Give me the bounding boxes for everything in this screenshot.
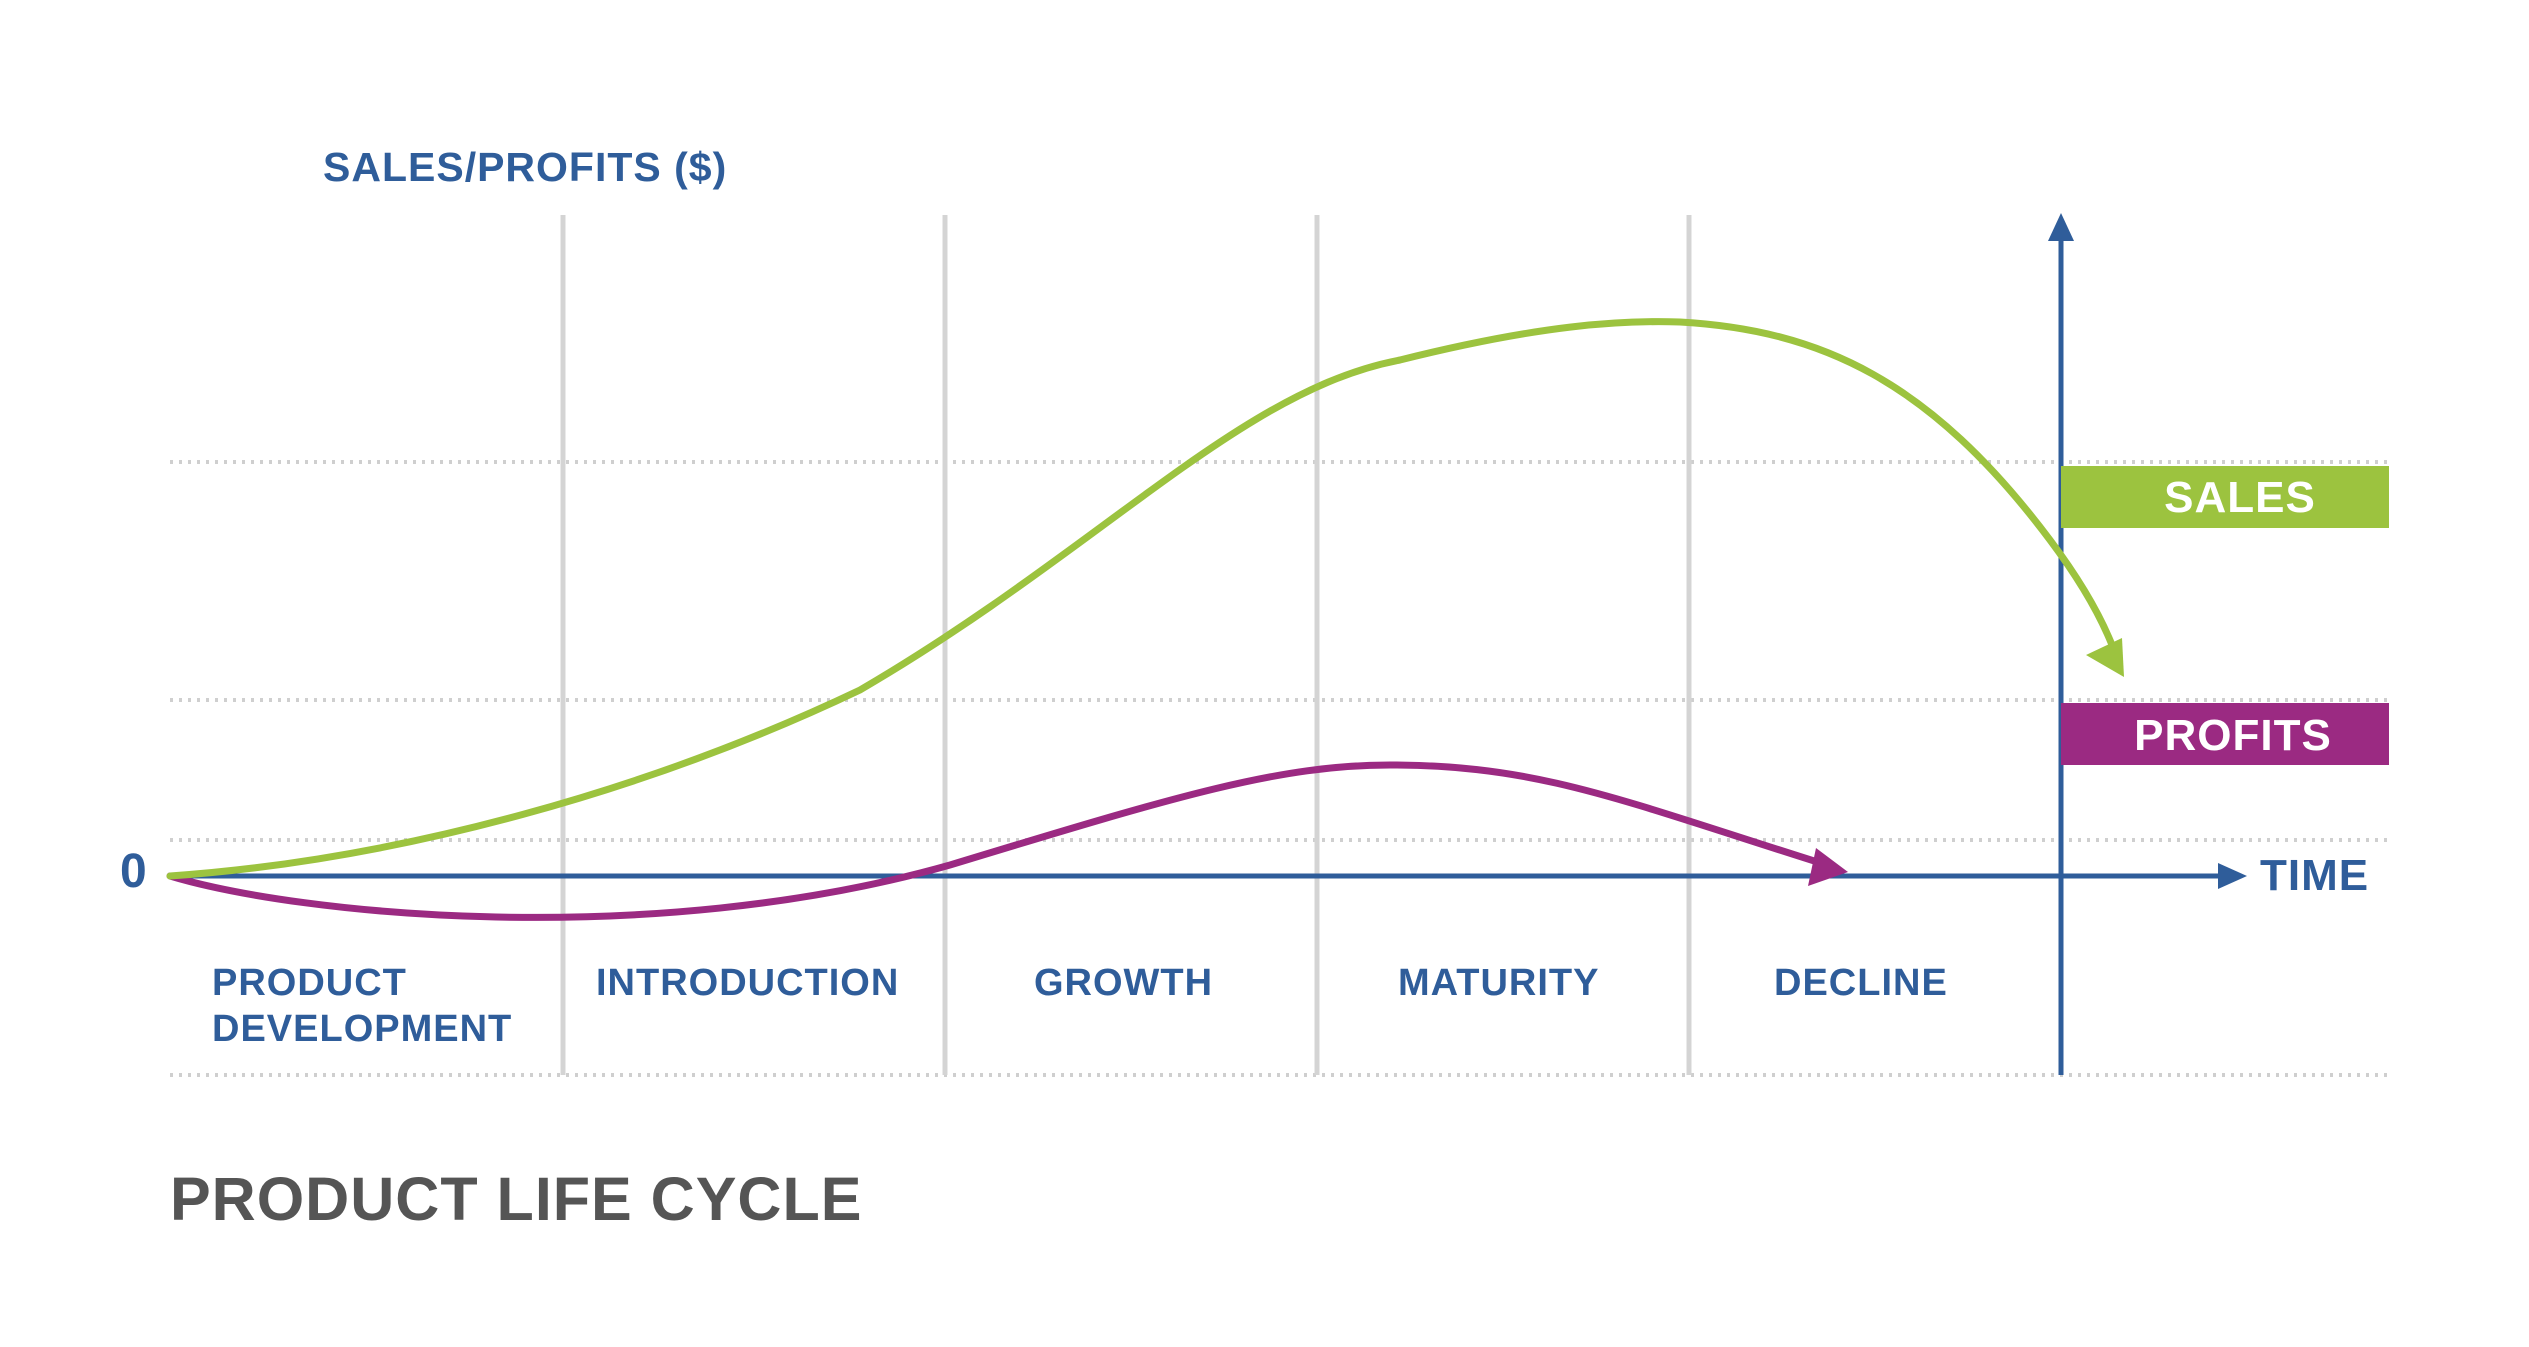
- profits-curve: [166, 761, 1834, 921]
- stage-label-line: PRODUCT: [212, 962, 407, 1004]
- sales-legend-label: SALES: [2164, 473, 2316, 522]
- stage-labels: PRODUCT DEVELOPMENT INTRODUCTION GROWTH …: [212, 962, 1948, 1050]
- sales-legend-box: [2061, 466, 2389, 528]
- time-axis-label: TIME: [2260, 851, 2369, 900]
- vertical-axis-arrowhead: [2048, 213, 2074, 241]
- page-title: PRODUCT LIFE CYCLE: [170, 1165, 862, 1233]
- stage-dividers: [560, 215, 1692, 1075]
- sales-curve: [166, 318, 2116, 880]
- sales-curve-arrowhead: [2086, 638, 2124, 677]
- gridlines: [170, 460, 2392, 1077]
- stage-label-line: DEVELOPMENT: [212, 1008, 512, 1050]
- stage-label-growth: GROWTH: [1034, 962, 1213, 1004]
- origin-label: 0: [120, 845, 147, 898]
- stage-label-product-development: PRODUCT DEVELOPMENT: [212, 962, 512, 1050]
- stage-label-maturity: MATURITY: [1398, 962, 1600, 1004]
- profits-legend-label: PROFITS: [2134, 711, 2332, 760]
- y-axis-title: SALES/PROFITS ($): [323, 144, 727, 190]
- profits-legend-box: [2061, 703, 2389, 765]
- time-axis-arrowhead: [2218, 863, 2247, 889]
- stage-label-decline: DECLINE: [1774, 962, 1948, 1004]
- profits-curve-arrowhead: [1808, 848, 1848, 886]
- stage-label-introduction: INTRODUCTION: [596, 962, 899, 1004]
